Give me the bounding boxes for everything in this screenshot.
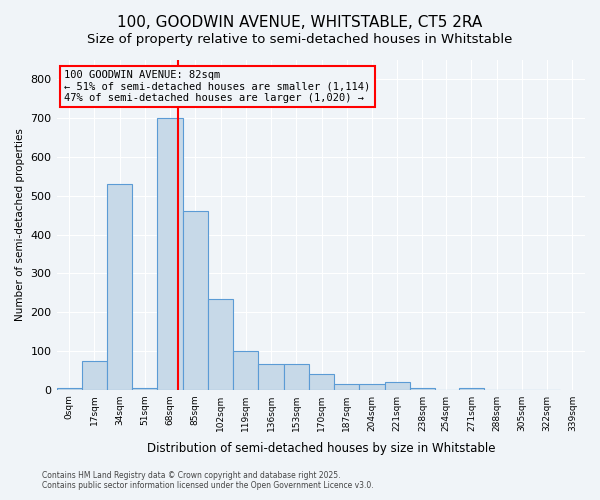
Bar	[459, 388, 484, 390]
Bar	[385, 382, 410, 390]
Bar	[359, 384, 385, 390]
Bar	[107, 184, 132, 390]
Bar	[82, 360, 107, 390]
Bar	[183, 212, 208, 390]
Bar	[56, 388, 82, 390]
Bar	[132, 388, 157, 390]
Bar	[309, 374, 334, 390]
Bar	[410, 388, 435, 390]
Text: Size of property relative to semi-detached houses in Whitstable: Size of property relative to semi-detach…	[88, 32, 512, 46]
Bar	[334, 384, 359, 390]
Text: 100 GOODWIN AVENUE: 82sqm
← 51% of semi-detached houses are smaller (1,114)
47% : 100 GOODWIN AVENUE: 82sqm ← 51% of semi-…	[64, 70, 370, 103]
Bar	[157, 118, 183, 390]
Text: Contains HM Land Registry data © Crown copyright and database right 2025.
Contai: Contains HM Land Registry data © Crown c…	[42, 470, 374, 490]
Bar	[233, 351, 259, 390]
X-axis label: Distribution of semi-detached houses by size in Whitstable: Distribution of semi-detached houses by …	[146, 442, 495, 455]
Bar	[284, 364, 309, 390]
Text: 100, GOODWIN AVENUE, WHITSTABLE, CT5 2RA: 100, GOODWIN AVENUE, WHITSTABLE, CT5 2RA	[118, 15, 482, 30]
Bar	[208, 298, 233, 390]
Y-axis label: Number of semi-detached properties: Number of semi-detached properties	[15, 128, 25, 322]
Bar	[259, 364, 284, 390]
